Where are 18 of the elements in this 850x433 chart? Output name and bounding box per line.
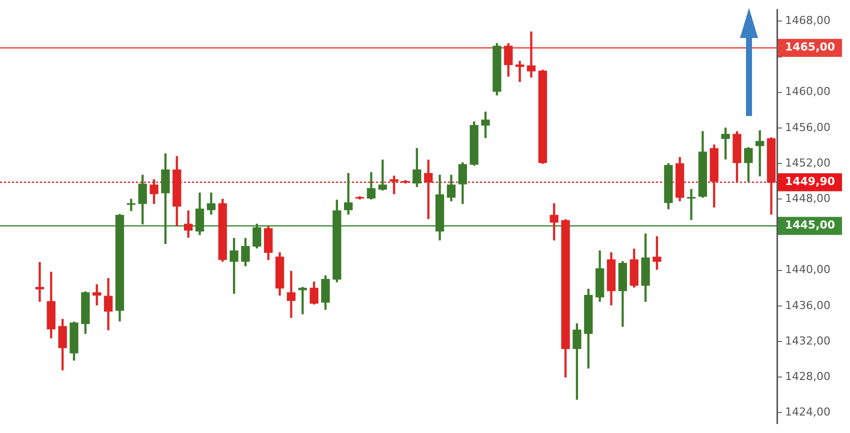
ref-line-label: 1465,00 bbox=[784, 40, 836, 54]
candlestick bbox=[35, 262, 44, 302]
y-tick-label: 1448,00 bbox=[785, 192, 830, 206]
ref-line-label: 1445,00 bbox=[784, 218, 836, 232]
y-tick-label: 1440,00 bbox=[785, 263, 830, 276]
y-tick-label: 1432,00 bbox=[785, 334, 830, 348]
y-tick-label: 1456,00 bbox=[785, 120, 830, 134]
y-tick-label: 1436,00 bbox=[785, 298, 830, 312]
y-tick-label: 1468,00 bbox=[785, 14, 830, 28]
y-tick-label: 1460,00 bbox=[785, 85, 830, 98]
candlestick bbox=[286, 270, 296, 318]
candlestick bbox=[526, 32, 536, 78]
y-tick-label: 1428,00 bbox=[785, 370, 830, 383]
candlestick bbox=[686, 189, 696, 220]
y-tick-label: 1452,00 bbox=[785, 156, 830, 170]
candlestick bbox=[515, 60, 524, 82]
ref-line-label: 1449,90 bbox=[784, 175, 836, 188]
y-tick-label: 1424,00 bbox=[785, 406, 830, 419]
